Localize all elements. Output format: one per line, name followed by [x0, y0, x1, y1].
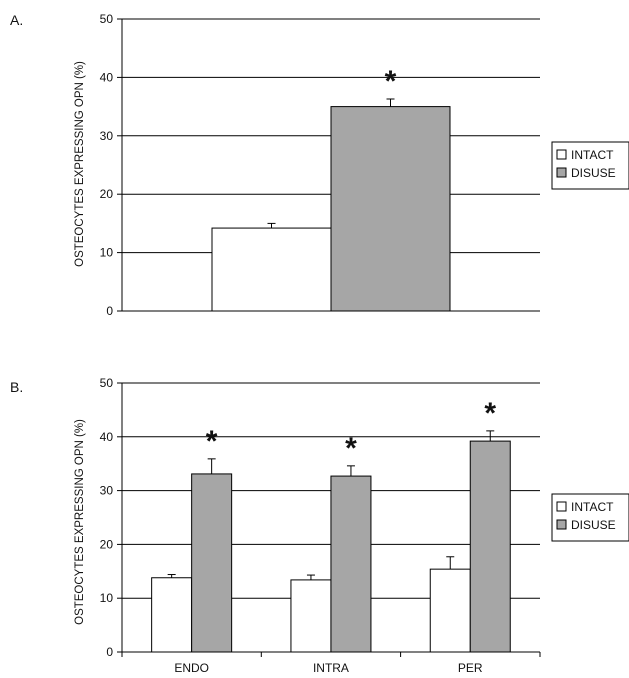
y-tick-label-a: 30: [100, 129, 114, 143]
significance-a: *: [385, 65, 397, 98]
bar-disuse-b: [469, 440, 511, 653]
y-tick-label-b: 30: [100, 484, 114, 498]
axes-b: [121, 383, 541, 657]
bars-b: [151, 430, 511, 653]
significance-b: * * *: [206, 397, 497, 465]
y-ticks-b: 0 10 20 30 40 50: [100, 376, 122, 659]
legend-swatch-intact-b: [556, 501, 567, 512]
y-ticks-a: 0 10 20 30 40 50: [100, 12, 122, 318]
panel-label-a: A.: [10, 12, 23, 28]
significance-marker-b: *: [345, 432, 357, 465]
y-tick-label-b: 10: [100, 591, 114, 605]
y-tick-label-a: 50: [100, 12, 114, 26]
legend-label-disuse-a: DISUSE: [571, 166, 616, 180]
legend-a: INTACT DISUSE: [551, 141, 629, 190]
y-tick-label-a: 0: [106, 304, 113, 318]
legend-swatch-disuse-b: [556, 519, 567, 530]
panel-label-b: B.: [10, 379, 23, 395]
y-tick-label-a: 20: [100, 187, 114, 201]
legend-label-intact-a: INTACT: [571, 148, 614, 162]
bar-disuse-b: [330, 475, 372, 653]
y-axis-label-b: OSTEOCYTES EXPRESSING OPN (%): [74, 419, 86, 625]
chart-b: B. OSTEOCYTES EXPRESSING OPN (%) 0 10 20 30…: [10, 376, 629, 675]
legend-label-intact-b: INTACT: [571, 500, 614, 514]
bar-disuse-a: [330, 106, 451, 312]
legend-swatch-intact-a: [556, 149, 567, 160]
significance-marker-b: *: [484, 397, 496, 430]
axes-a: [121, 19, 540, 312]
x-category-label-b: ENDO: [174, 661, 209, 675]
bar-intact-a: [211, 227, 332, 312]
bar-intact-b: [290, 579, 332, 653]
significance-marker-b: *: [206, 425, 218, 458]
bars-a: [211, 98, 451, 312]
significance-marker-a: *: [385, 65, 397, 98]
y-tick-label-b: 50: [100, 376, 114, 390]
y-tick-label-a: 40: [100, 70, 114, 84]
y-tick-label-b: 40: [100, 430, 114, 444]
legend-swatch-disuse-a: [556, 167, 567, 178]
legend-b: INTACT DISUSE: [551, 493, 629, 542]
chart-a: A. OSTEOCYTES EXPRESSING OPN (%) 0 10 20 30…: [10, 12, 629, 318]
y-tick-label-a: 10: [100, 246, 114, 260]
legend-box-a: [551, 141, 629, 190]
x-category-label-b: PER: [458, 661, 483, 675]
x-category-label-b: INTRA: [313, 661, 349, 675]
y-tick-label-b: 20: [100, 537, 114, 551]
y-tick-label-b: 0: [106, 645, 113, 659]
legend-label-disuse-b: DISUSE: [571, 518, 616, 532]
x-categories-b: ENDO INTRA PER: [174, 661, 483, 675]
bar-disuse-b: [191, 473, 233, 653]
bar-intact-b: [151, 577, 193, 653]
y-axis-label-a: OSTEOCYTES EXPRESSING OPN (%): [74, 61, 86, 267]
bar-intact-b: [429, 568, 471, 653]
